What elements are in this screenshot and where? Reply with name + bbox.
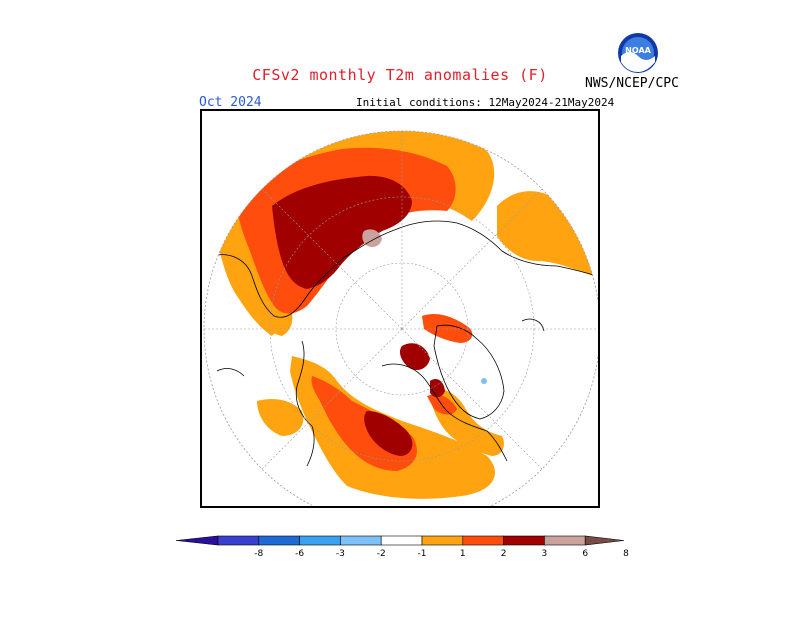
colorbar-swatch (503, 535, 545, 546)
initial-conditions: Initial conditions: 12May2024-21May2024 (356, 96, 615, 109)
svg-text:NOAA: NOAA (625, 46, 651, 55)
agency-label: NWS/NCEP/CPC (585, 76, 679, 91)
colorbar-tick-label: -8 (254, 549, 263, 559)
colorbar-swatch (462, 535, 504, 546)
coastlines (211, 220, 598, 467)
noaa-logo-icon: NOAA (618, 33, 658, 73)
colorbar-tick-label: 6 (582, 549, 588, 559)
colorbar-swatch (380, 535, 423, 546)
colorbar-swatch (421, 535, 464, 546)
anomaly-region-darkred-siberia (272, 175, 412, 289)
colorbar-swatch (544, 535, 586, 546)
anomaly-region-blue-greenland (481, 378, 487, 384)
colorbar-tick-label: 2 (501, 549, 507, 559)
anomaly-region-orange-asia-east (497, 191, 595, 276)
anomaly-region-darkred-canada (364, 411, 413, 456)
colorbar-swatch (258, 535, 300, 546)
colorbar-min-arrow (175, 535, 219, 546)
colorbar: -8 -6 -3 -2 -1 1 2 3 6 8 (175, 535, 629, 559)
anomaly-region-darkred-greenland (430, 379, 445, 398)
colorbar-tick-label: -2 (377, 549, 386, 559)
colorbar-swatch (340, 535, 382, 546)
colorbar-tick-label: -1 (418, 549, 427, 559)
anomaly-map-canvas (203, 130, 598, 506)
anomaly-region-red-greenland (422, 314, 473, 343)
map-title: CFSv2 monthly T2m anomalies (F) (252, 66, 548, 84)
colorbar-tick-label: -3 (336, 549, 345, 559)
colorbar-tick-label: 1 (460, 549, 466, 559)
colorbar-tick-label: 3 (542, 549, 548, 559)
colorbar-max-arrow (584, 535, 625, 546)
colorbar-swatch (299, 535, 341, 546)
anomaly-region-orange-alaska (257, 399, 304, 436)
colorbar-tick-label: 8 (623, 549, 629, 559)
graticule (204, 131, 598, 470)
anomaly-region-pink-siberia (362, 229, 382, 247)
anomaly-region-darkred-arctic-isles (399, 343, 430, 371)
colorbar-tick-label: -6 (295, 549, 304, 559)
valid-month: Oct 2024 (199, 95, 262, 110)
polar-map (200, 109, 600, 508)
colorbar-swatch (217, 535, 260, 546)
